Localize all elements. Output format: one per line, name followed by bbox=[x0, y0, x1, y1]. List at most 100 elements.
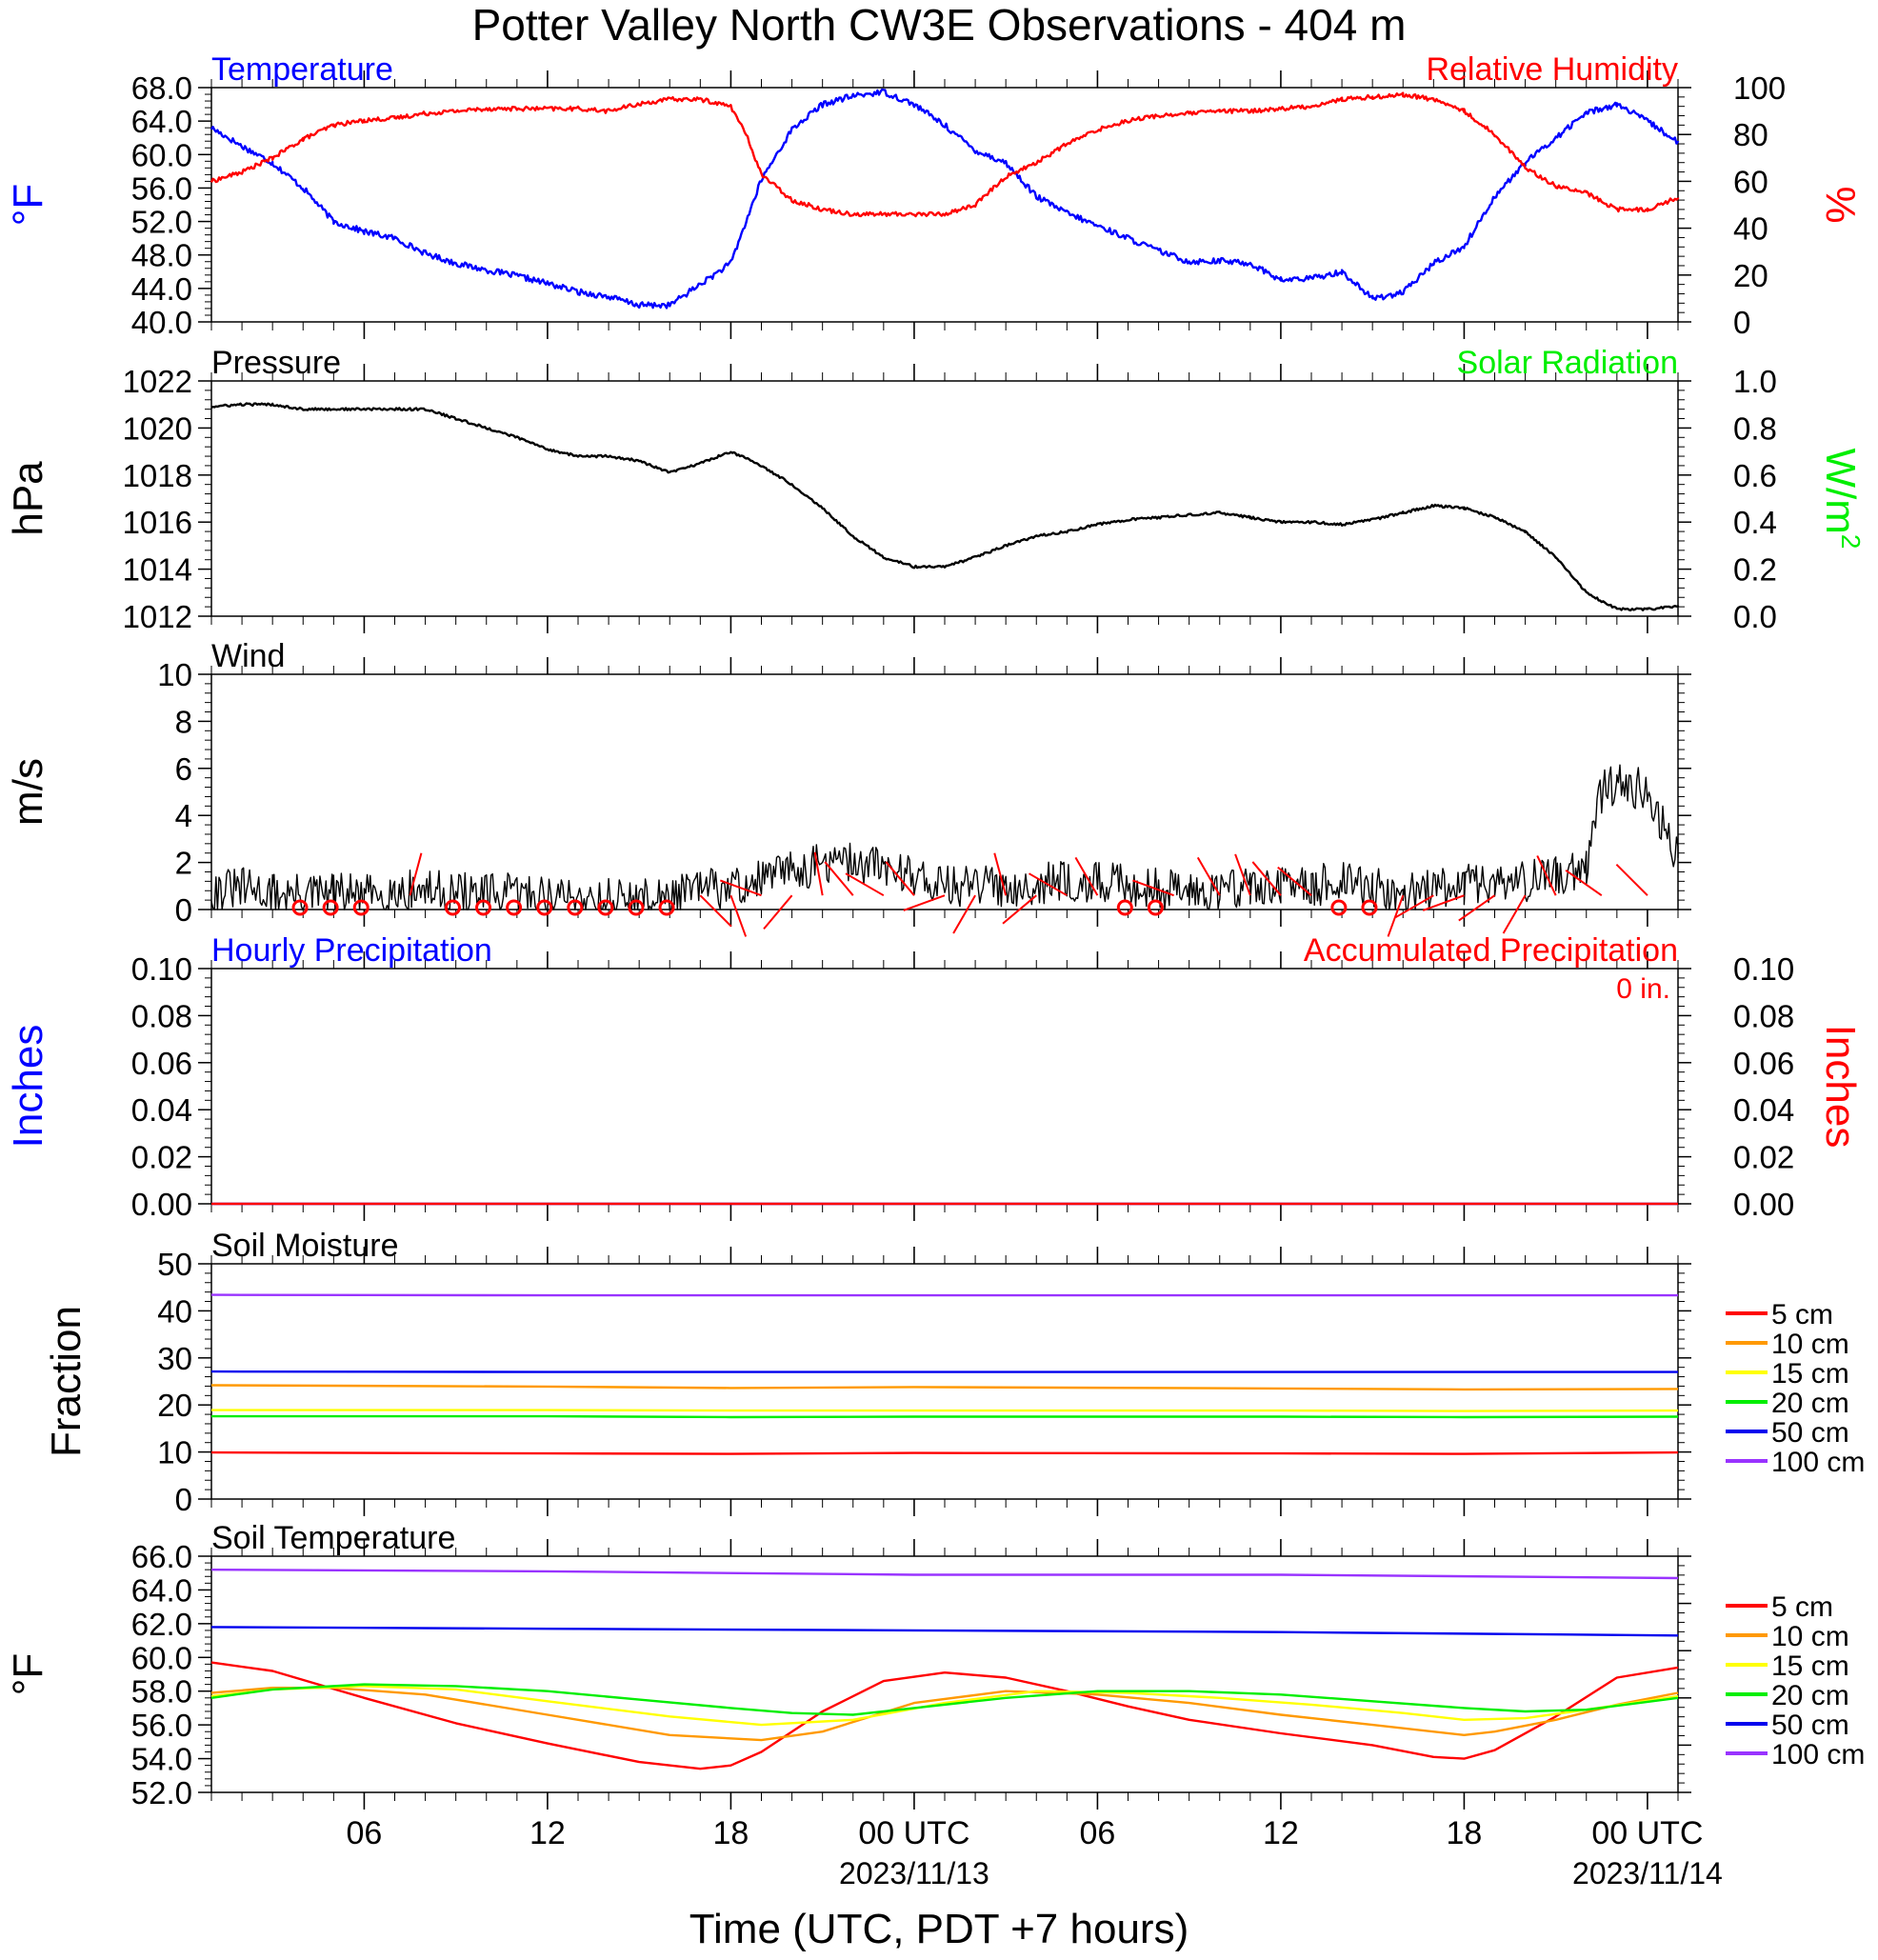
panel-label-left: Soil Moisture bbox=[211, 1228, 399, 1264]
y-axis-title-left: Inches bbox=[5, 1025, 51, 1149]
wind-barb bbox=[1074, 856, 1099, 896]
y-tick-label: 6 bbox=[175, 751, 192, 787]
wind-barb bbox=[699, 894, 732, 928]
x-tick-label: 12 bbox=[529, 1815, 566, 1851]
series-line-100-cm bbox=[210, 1293, 1678, 1297]
y-tick-label: 62.0 bbox=[131, 1607, 192, 1642]
wind-barb bbox=[1234, 853, 1251, 896]
panel-label-left: Temperature bbox=[211, 51, 393, 88]
y-tick-label: 0.04 bbox=[131, 1092, 192, 1128]
panel-label-left: Wind bbox=[211, 638, 285, 674]
y-right-tick-label: 0.00 bbox=[1733, 1187, 1794, 1222]
y-tick-label: 0.02 bbox=[131, 1140, 192, 1175]
y-right-tick-label: 100 bbox=[1733, 70, 1786, 106]
legend-label: 100 cm bbox=[1771, 1739, 1865, 1770]
y-tick-label: 66.0 bbox=[131, 1539, 192, 1574]
y-tick-label: 64.0 bbox=[131, 104, 192, 139]
y-axis-title-left: °F bbox=[5, 184, 51, 226]
y-right-tick-label: 0 bbox=[1733, 305, 1750, 340]
y-tick-label: 56.0 bbox=[131, 170, 192, 206]
wind-barb bbox=[1387, 894, 1405, 937]
wind-barb-calm bbox=[597, 899, 614, 916]
wind-barb-calm bbox=[1147, 899, 1164, 916]
legend-label: 5 cm bbox=[1771, 1299, 1833, 1330]
y-tick-label: 60.0 bbox=[131, 137, 192, 172]
y-right-tick-label: 0.2 bbox=[1733, 552, 1777, 588]
panel-label-left: Hourly Precipitation bbox=[211, 932, 492, 969]
wind-barb bbox=[1028, 872, 1068, 897]
y-tick-label: 0.06 bbox=[131, 1046, 192, 1081]
y-tick-label: 50 bbox=[157, 1247, 192, 1282]
wind-barb bbox=[1394, 894, 1434, 919]
legend-label: 10 cm bbox=[1771, 1621, 1849, 1652]
wind-barb bbox=[763, 894, 793, 930]
legend-label: 50 cm bbox=[1771, 1710, 1849, 1741]
x-tick-label: 18 bbox=[713, 1815, 749, 1851]
legend-label: 20 cm bbox=[1771, 1680, 1849, 1711]
y-tick-label: 30 bbox=[157, 1341, 192, 1376]
series-line-10-cm bbox=[210, 1687, 1679, 1742]
y-axis-title-left: m/s bbox=[5, 758, 51, 826]
x-tick-label: 18 bbox=[1447, 1815, 1483, 1851]
y-right-tick-label: 0.02 bbox=[1733, 1140, 1794, 1175]
series-line-15-cm bbox=[211, 1409, 1679, 1412]
wind-barb-calm bbox=[444, 899, 461, 916]
wind-barb-calm bbox=[322, 899, 339, 916]
y-tick-label: 0.10 bbox=[131, 951, 192, 987]
wind-barb bbox=[824, 861, 854, 896]
y-axis-title-left: hPa bbox=[5, 461, 51, 536]
y-tick-label: 44.0 bbox=[131, 271, 192, 307]
wind-barb-calm bbox=[658, 899, 675, 916]
wind-barb-calm bbox=[1361, 899, 1378, 916]
panel-temp_rh: 40.044.048.052.056.060.064.068.0 0 20 40 60 8… bbox=[5, 51, 1864, 340]
y-right-tick-label: 0.6 bbox=[1733, 458, 1777, 493]
series-line-100-cm bbox=[210, 1569, 1679, 1580]
series-line-pressure bbox=[210, 402, 1680, 611]
wind-barb bbox=[729, 894, 748, 937]
wind-barb-calm bbox=[1330, 899, 1348, 916]
series-line-50-cm bbox=[210, 1626, 1679, 1637]
wind-barb bbox=[1536, 855, 1557, 896]
wind-barb-calm bbox=[352, 899, 370, 916]
y-tick-label: 1022 bbox=[123, 364, 192, 399]
wind-barb bbox=[903, 894, 946, 911]
y-tick-label: 68.0 bbox=[131, 70, 192, 106]
y-tick-label: 0.08 bbox=[131, 998, 192, 1033]
panel-label-left: Soil Temperature bbox=[211, 1520, 455, 1556]
y-tick-label: 10 bbox=[157, 1435, 192, 1470]
x-tick-label: 00 UTC bbox=[1591, 1815, 1703, 1851]
y-tick-label: 60.0 bbox=[131, 1640, 192, 1675]
y-tick-label: 8 bbox=[175, 704, 192, 739]
y-right-tick-label: 40 bbox=[1733, 211, 1768, 247]
panel-precip: 0.00 0.02 0.04 0.06 0.08 0.10 0.00 0.02 0.04 0.06… bbox=[5, 932, 1864, 1222]
wind-barb bbox=[409, 852, 423, 896]
y-tick-label: 1018 bbox=[123, 458, 192, 493]
y-axis-title-left: Fraction bbox=[43, 1306, 90, 1457]
series-line-5-cm bbox=[210, 1450, 1679, 1455]
wind-barb bbox=[1132, 879, 1174, 897]
wind-barb-calm bbox=[475, 899, 492, 916]
x-tick-date-label: 2023/11/14 bbox=[1572, 1856, 1723, 1890]
wind-barb bbox=[1251, 861, 1282, 896]
panel-label-right: Relative Humidity bbox=[1426, 51, 1678, 88]
y-tick-label: 1020 bbox=[123, 410, 192, 446]
series-line-wind bbox=[210, 764, 1679, 910]
y-right-tick-label: 60 bbox=[1733, 164, 1768, 199]
y-tick-label: 1016 bbox=[123, 505, 192, 540]
y-right-tick-label: 0.10 bbox=[1733, 951, 1794, 987]
y-tick-label: 2 bbox=[175, 846, 192, 881]
wind-barb-calm bbox=[536, 899, 553, 916]
wind-barb bbox=[1196, 856, 1221, 896]
legend-label: 20 cm bbox=[1771, 1388, 1849, 1419]
y-tick-label: 64.0 bbox=[131, 1572, 192, 1608]
series-line-20-cm bbox=[210, 1683, 1679, 1716]
legend-label: 15 cm bbox=[1771, 1650, 1849, 1682]
wind-barb bbox=[1277, 866, 1312, 896]
wind-barb bbox=[993, 852, 1008, 896]
y-right-tick-label: 0.08 bbox=[1733, 998, 1794, 1033]
y-tick-label: 4 bbox=[175, 798, 192, 833]
series-line-15-cm bbox=[210, 1685, 1679, 1727]
legend-label: 5 cm bbox=[1771, 1591, 1833, 1623]
